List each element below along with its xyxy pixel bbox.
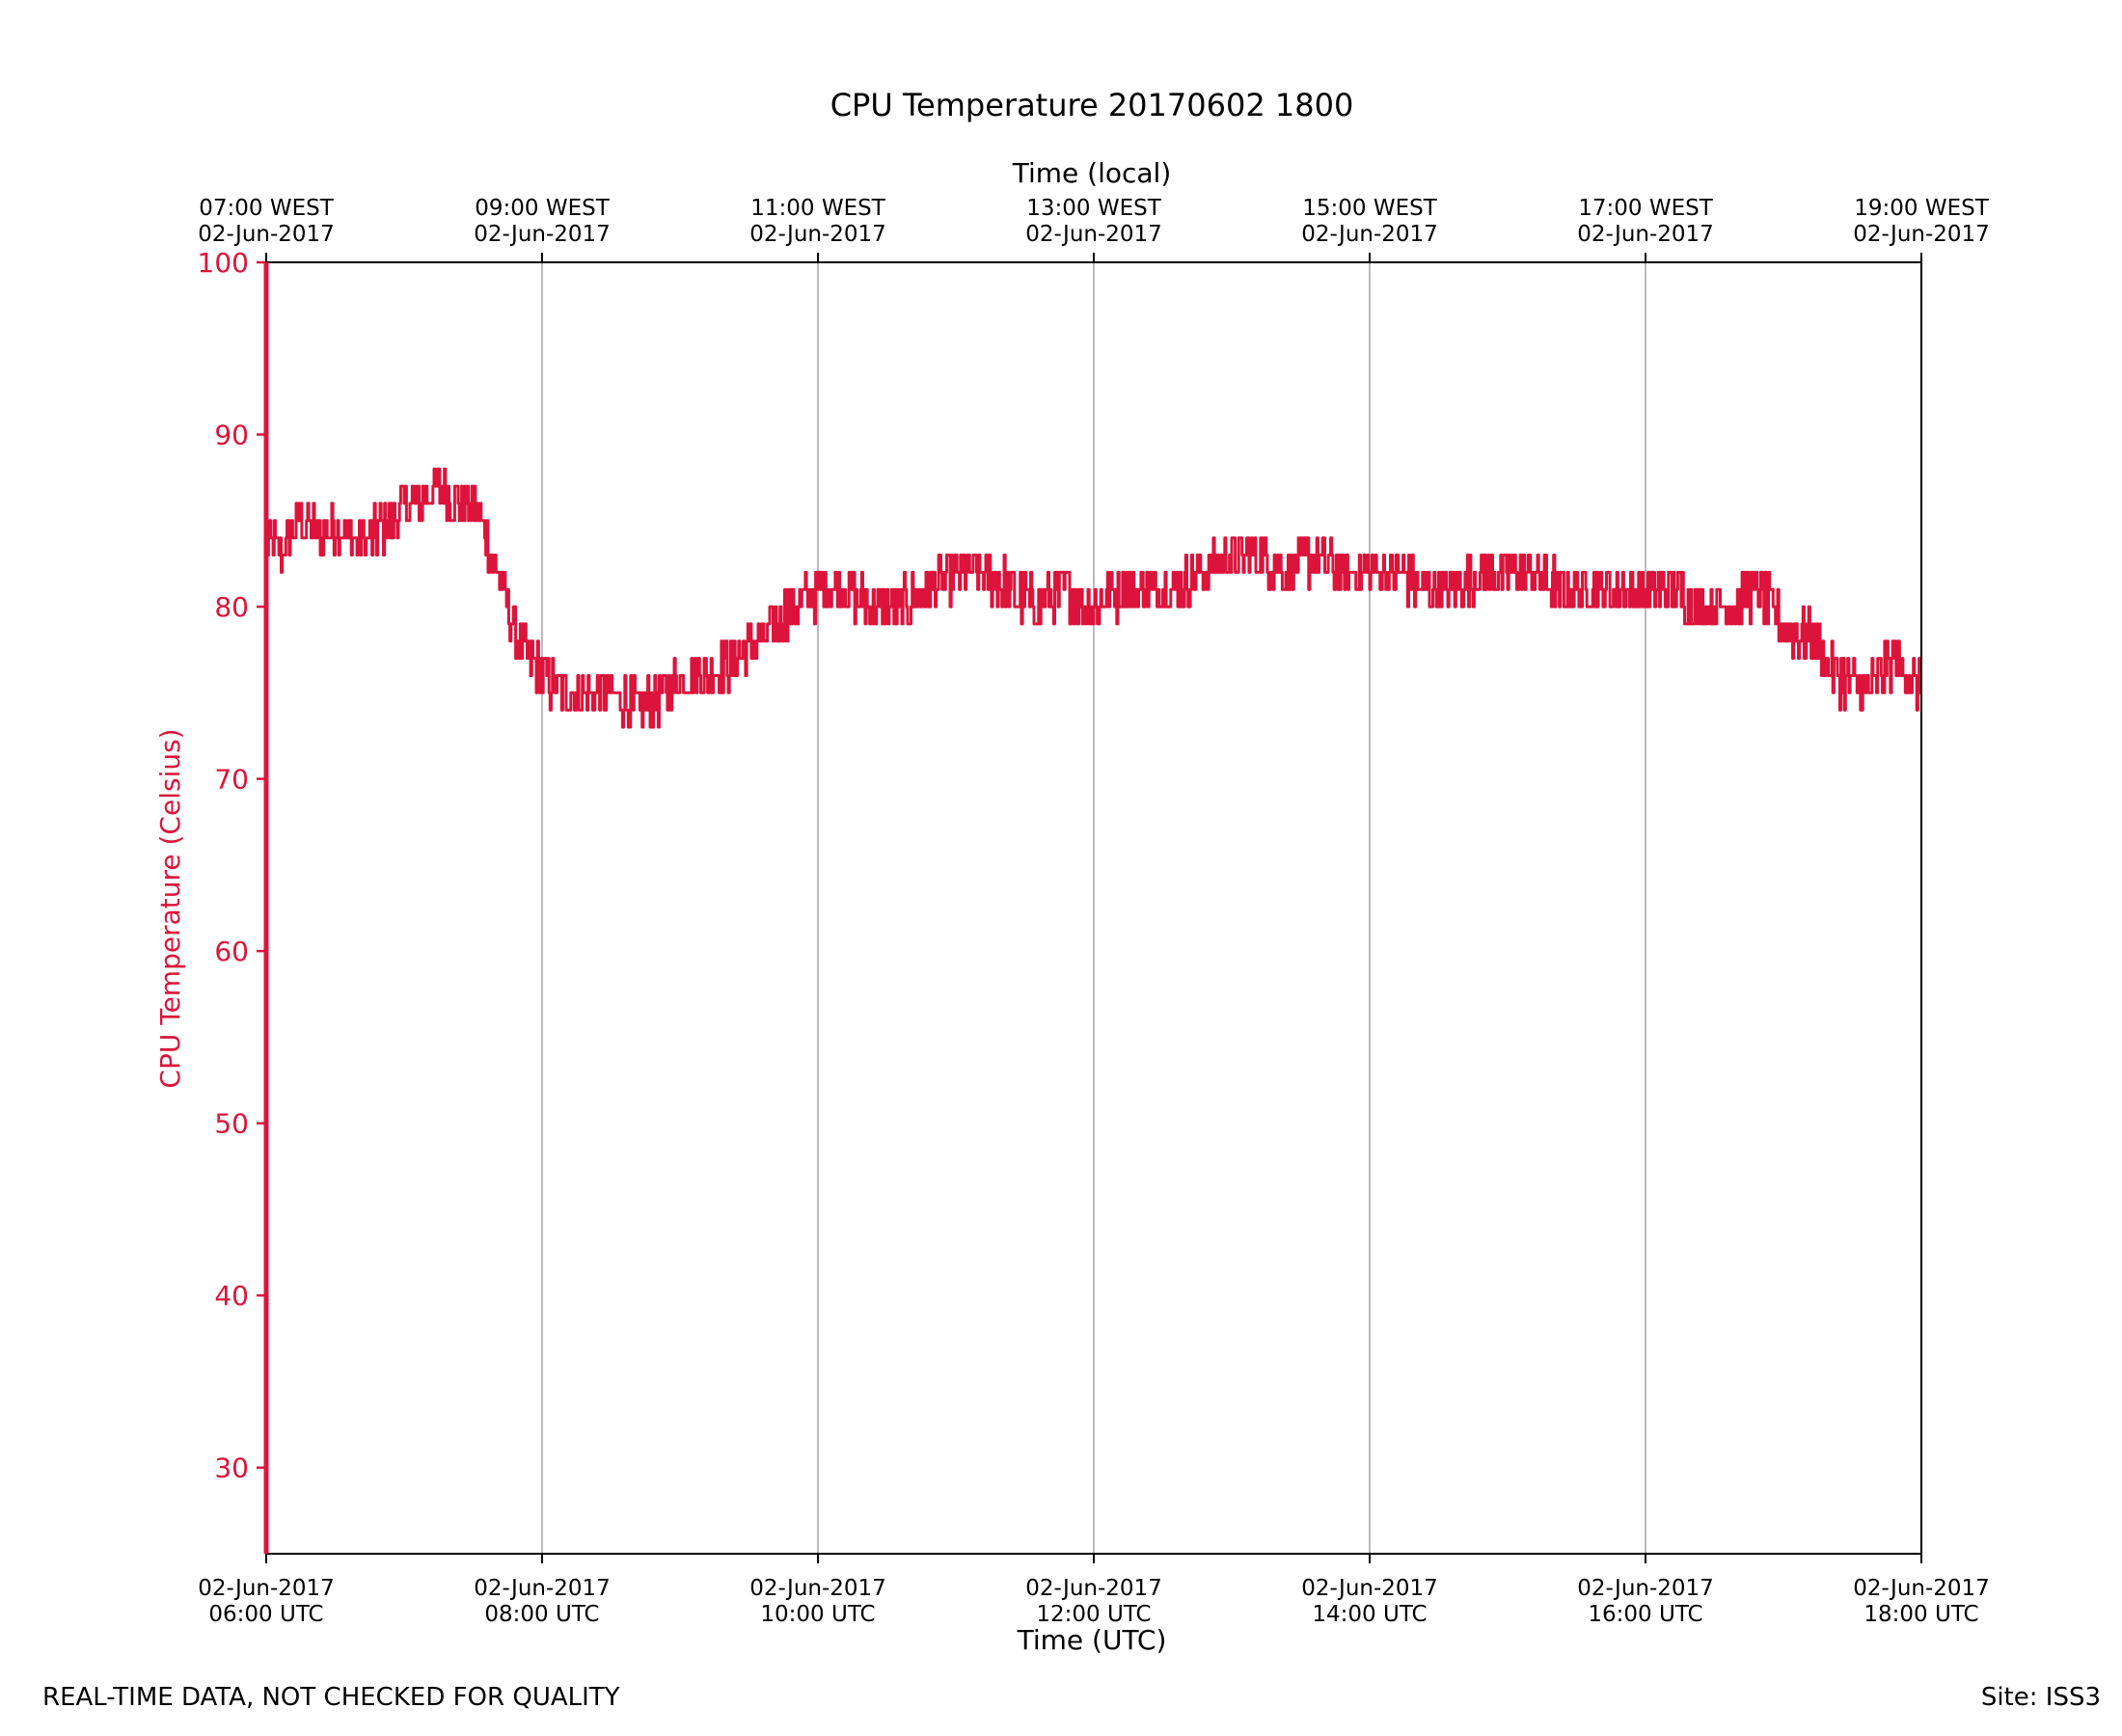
x-tick-label-date: 02-Jun-2017	[1853, 1576, 1990, 1601]
top-tick-label-date: 02-Jun-2017	[474, 222, 611, 247]
x-tick-label-date: 02-Jun-2017	[1301, 1576, 1438, 1601]
x-tick-label-date: 02-Jun-2017	[474, 1576, 611, 1601]
y-tick-label: 90	[214, 420, 249, 451]
y-axis-label: CPU Temperature (Celsius)	[154, 728, 186, 1088]
top-tick-label-date: 02-Jun-2017	[1853, 222, 1990, 247]
x-tick-label-time: 16:00 UTC	[1588, 1602, 1702, 1627]
top-tick-label-time: 09:00 WEST	[475, 196, 610, 221]
x-tick-label-time: 08:00 UTC	[484, 1602, 599, 1627]
x-tick-label-time: 18:00 UTC	[1864, 1602, 1978, 1627]
site-label: Site: ISS3	[1980, 1683, 2101, 1712]
x-tick-label-time: 10:00 UTC	[760, 1602, 875, 1627]
y-tick-label: 40	[214, 1280, 249, 1312]
y-tick-label: 30	[214, 1452, 249, 1484]
y-tick-label: 60	[214, 936, 249, 967]
x-tick-label-date: 02-Jun-2017	[1025, 1576, 1162, 1601]
top-tick-label-time: 15:00 WEST	[1302, 196, 1437, 221]
top-tick-label-time: 19:00 WEST	[1854, 196, 1989, 221]
bottom-axis-label: Time (UTC)	[1017, 1624, 1167, 1656]
y-tick-label: 70	[214, 764, 249, 796]
x-tick-label-time: 06:00 UTC	[208, 1602, 323, 1627]
top-tick-label-time: 17:00 WEST	[1578, 196, 1713, 221]
top-axis-label: Time (local)	[1012, 157, 1172, 189]
x-tick-label-time: 14:00 UTC	[1312, 1602, 1427, 1627]
y-tick-label: 50	[214, 1108, 249, 1140]
temperature-series-line	[265, 467, 1922, 729]
x-tick-label-date: 02-Jun-2017	[198, 1576, 335, 1601]
top-tick-label-date: 02-Jun-2017	[749, 222, 886, 247]
quality-disclaimer: REAL-TIME DATA, NOT CHECKED FOR QUALITY	[42, 1683, 620, 1712]
top-tick-label-date: 02-Jun-2017	[1301, 222, 1438, 247]
top-tick-label-time: 11:00 WEST	[750, 196, 885, 221]
top-tick-label-date: 02-Jun-2017	[1577, 222, 1714, 247]
top-tick-label-date: 02-Jun-2017	[1025, 222, 1162, 247]
y-tick-label: 100	[198, 247, 249, 279]
top-tick-label-time: 13:00 WEST	[1026, 196, 1161, 221]
grid-lines	[541, 262, 1646, 1554]
x-tick-label-date: 02-Jun-2017	[749, 1576, 886, 1601]
chart-title: CPU Temperature 20170602 1800	[830, 87, 1354, 123]
series-layer	[265, 467, 1922, 729]
top-tick-label-date: 02-Jun-2017	[198, 222, 335, 247]
y-tick-label: 80	[214, 591, 249, 623]
x-tick-label-time: 12:00 UTC	[1036, 1602, 1151, 1627]
top-tick-label-time: 07:00 WEST	[199, 196, 334, 221]
x-tick-label-date: 02-Jun-2017	[1577, 1576, 1714, 1601]
